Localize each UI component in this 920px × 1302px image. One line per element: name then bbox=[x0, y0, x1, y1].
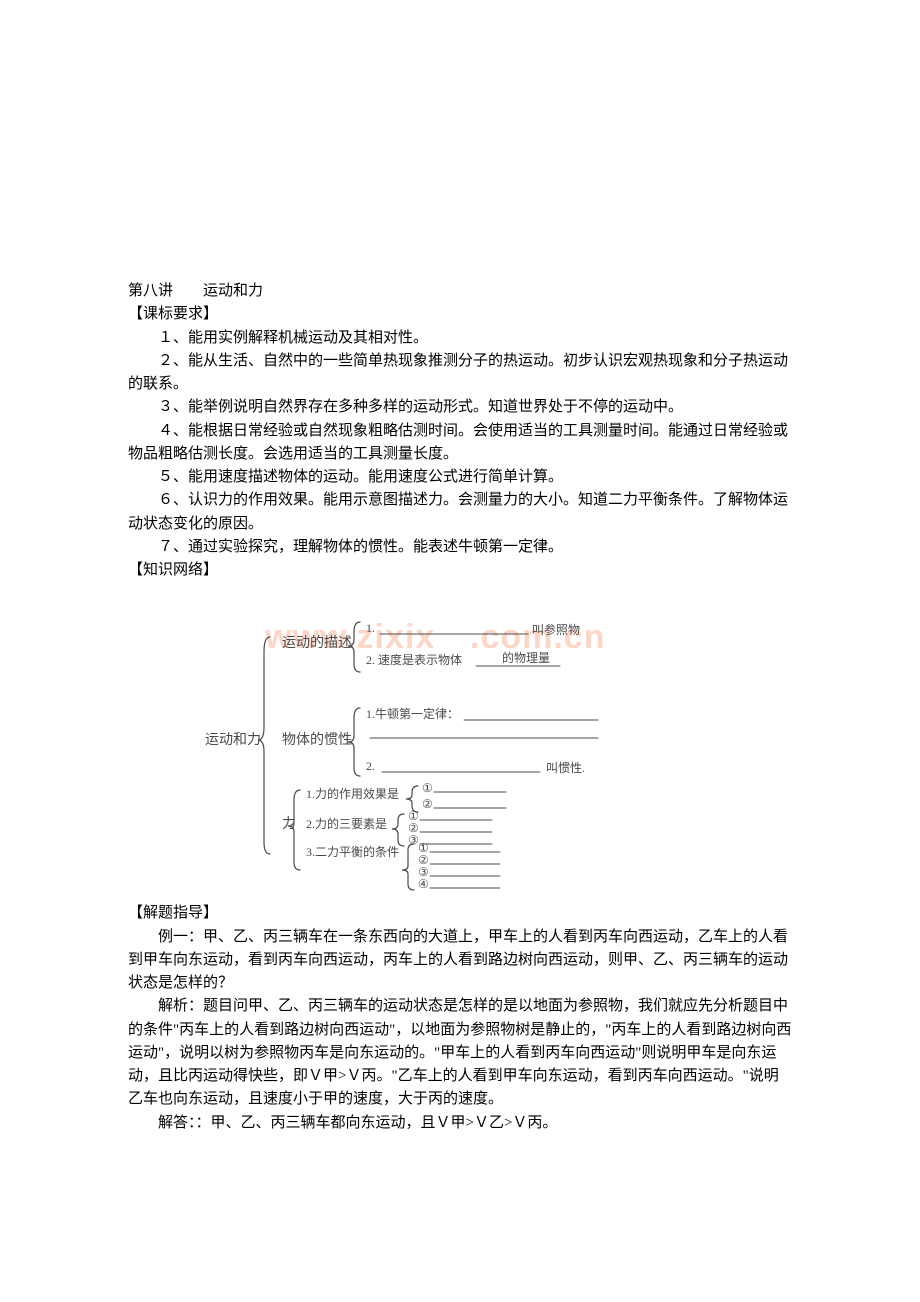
jiexi-text: 题目问甲、乙、丙三辆车的运动状态是怎样的是以地面为参照物，我们就应先分析题目中的… bbox=[128, 998, 791, 1107]
example1-label: 例一： bbox=[158, 929, 203, 945]
kebiao-item: １、能用实例解释机械运动及其相对性。 bbox=[128, 327, 792, 350]
branch2-sub2-tail: 叫惯性. bbox=[546, 760, 585, 775]
branch2-sub1: 1.牛顿第一定律： bbox=[366, 706, 459, 721]
kebiao-item-text: ２、能从生活、自然中的一些简单热现象推测分子的热运动。初步认识宏观热现象和分子热… bbox=[128, 353, 788, 392]
circled-1: ① bbox=[422, 781, 433, 795]
jiexi-label: 解析： bbox=[158, 998, 203, 1014]
branch1-label: 运动的描述 bbox=[282, 635, 352, 651]
branch1-sub1-tail: 叫参照物 bbox=[532, 622, 580, 637]
example1-text: 甲、乙、丙三辆车在一条东西向的大道上，甲车上的人看到丙车向西运动，乙车上的人看到… bbox=[128, 929, 788, 992]
kebiao-item: ４、能根据日常经验或自然现象粗略估测时间。会使用适当的工具测量时间。能通过日常经… bbox=[128, 420, 792, 467]
branch1-sub2-tail: 的物理量 bbox=[502, 650, 550, 665]
kebiao-item: ５、能用速度描述物体的运动。能用速度公式进行简单计算。 bbox=[128, 466, 792, 489]
branch1-sub1: 1. bbox=[366, 621, 375, 635]
kebiao-item: ３、能举例说明自然界存在多种多样的运动形式。知道世界处于不停的运动中。 bbox=[128, 396, 792, 419]
kebiao-item: ７、通过实验探究，理解物体的惯性。能表述牛顿第一定律。 bbox=[128, 536, 792, 559]
jieda-label: 解答：： bbox=[158, 1115, 211, 1131]
branch3-sub1: 1.力的作用效果是 bbox=[306, 786, 399, 801]
root-label: 运动和力 bbox=[205, 732, 261, 748]
branch2-label: 物体的惯性 bbox=[282, 731, 352, 748]
circled-9: ④ bbox=[418, 877, 429, 891]
branch2-sub2: 2. bbox=[366, 759, 375, 773]
kebiao-item: ２、能从生活、自然中的一些简单热现象推测分子的热运动。初步认识宏观热现象和分子热… bbox=[128, 350, 792, 397]
branch1-sub2: 2. 速度是表示物体 bbox=[366, 652, 462, 667]
branch3-sub2: 2.力的三要素是 bbox=[306, 816, 387, 831]
branch3-sub3: 3.二力平衡的条件 bbox=[306, 844, 399, 859]
kebiao-item: ６、认识力的作用效果。能用示意图描述力。会测量力的大小。知道二力平衡条件。了解物… bbox=[128, 489, 792, 536]
zhishi-heading: 【知识网络】 bbox=[128, 559, 792, 582]
kebiao-heading: 【课标要求】 bbox=[128, 303, 792, 326]
example1: 例一：甲、乙、丙三辆车在一条东西向的大道上，甲车上的人看到丙车向西运动，乙车上的… bbox=[128, 926, 792, 996]
knowledge-network-diagram: www.zixix .com.cn 运动和力 运动的描述 1. 叫参照物 2. … bbox=[128, 582, 792, 902]
jieti-heading: 【解题指导】 bbox=[128, 902, 792, 925]
jieda-text: 甲、乙、丙三辆车都向东运动，且Ｖ甲>Ｖ乙>Ｖ丙。 bbox=[211, 1115, 558, 1131]
jiexi: 解析：题目问甲、乙、丙三辆车的运动状态是怎样的是以地面为参照物，我们就应先分析题… bbox=[128, 995, 792, 1111]
lesson-title: 第八讲 运动和力 bbox=[128, 280, 792, 303]
jieda: 解答：：甲、乙、丙三辆车都向东运动，且Ｖ甲>Ｖ乙>Ｖ丙。 bbox=[128, 1112, 792, 1135]
circled-2: ② bbox=[422, 797, 433, 811]
